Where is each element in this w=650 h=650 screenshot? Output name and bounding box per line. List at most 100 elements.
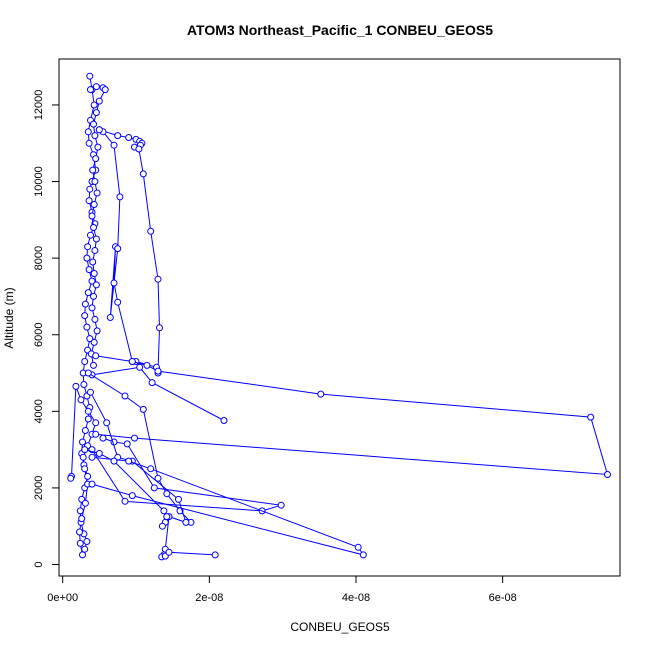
data-point xyxy=(81,300,89,308)
data-point xyxy=(85,197,93,205)
data-point xyxy=(88,212,96,220)
data-point xyxy=(95,97,103,105)
data-point xyxy=(78,515,86,523)
data-point xyxy=(79,453,87,461)
y-tick-label: 2000 xyxy=(33,476,45,500)
data-point xyxy=(79,438,86,446)
data-point xyxy=(81,446,89,454)
data-point xyxy=(67,474,75,482)
data-point xyxy=(85,139,93,147)
data-point xyxy=(90,361,97,369)
data-point xyxy=(90,101,98,109)
data-point xyxy=(84,289,92,297)
data-point xyxy=(114,132,122,140)
data-point xyxy=(136,363,144,371)
data-point xyxy=(91,178,99,185)
data-point xyxy=(81,545,89,553)
x-tick-label: 6e-08 xyxy=(489,592,517,604)
data-point xyxy=(92,352,100,360)
data-point xyxy=(76,528,83,536)
data-point xyxy=(84,369,92,377)
y-tick-label: 0 xyxy=(33,561,45,567)
data-point xyxy=(88,480,96,488)
data-point xyxy=(163,513,171,521)
data-point xyxy=(86,185,94,193)
data-point xyxy=(211,551,219,559)
data-point xyxy=(604,471,611,478)
data-point xyxy=(76,507,84,515)
data-point xyxy=(354,543,362,551)
data-point xyxy=(72,382,80,390)
series-line xyxy=(91,437,282,512)
data-point xyxy=(86,72,94,80)
data-point xyxy=(81,312,89,320)
data-point xyxy=(83,323,91,331)
data-point xyxy=(92,235,100,243)
data-point xyxy=(83,254,91,262)
data-point xyxy=(125,134,133,141)
data-point xyxy=(165,548,173,556)
data-point xyxy=(92,419,100,427)
data-point xyxy=(92,281,100,289)
data-point xyxy=(77,396,85,404)
data-point xyxy=(277,501,285,509)
data-point xyxy=(587,413,595,421)
data-point xyxy=(88,453,96,461)
series-line xyxy=(91,456,365,556)
series-2 xyxy=(87,83,109,369)
y-tick-label: 4000 xyxy=(33,399,45,423)
data-point xyxy=(92,83,100,91)
chart-title: ATOM3 Northeast_Pacific_1 CONBEU_GEOS5 xyxy=(187,22,493,38)
data-point xyxy=(110,279,118,287)
series-6 xyxy=(84,369,195,526)
data-point xyxy=(359,551,367,559)
data-point xyxy=(91,315,99,323)
data-point xyxy=(182,518,190,526)
data-point xyxy=(147,465,155,473)
series-5 xyxy=(88,363,228,424)
data-point xyxy=(103,419,111,427)
series-line xyxy=(95,355,609,476)
x-tick-label: 2e-08 xyxy=(195,592,223,604)
data-point xyxy=(99,434,107,442)
data-point xyxy=(90,120,97,128)
y-axis: 0 2000 4000 6000 8000 10000 12000 xyxy=(33,90,60,568)
data-point xyxy=(148,379,156,387)
series-layer xyxy=(67,72,611,561)
data-point xyxy=(87,231,94,239)
data-point xyxy=(139,170,147,178)
data-point xyxy=(123,440,131,448)
data-point xyxy=(80,381,88,388)
data-point xyxy=(150,484,158,492)
data-point xyxy=(87,86,94,94)
data-point xyxy=(90,270,98,277)
data-point xyxy=(86,335,94,343)
data-point xyxy=(106,314,114,321)
data-point xyxy=(84,128,92,136)
data-point xyxy=(76,539,84,547)
data-point xyxy=(101,86,109,94)
data-point xyxy=(154,474,162,482)
data-point xyxy=(81,427,89,434)
series-10 xyxy=(81,446,171,530)
data-point xyxy=(84,407,92,415)
data-point xyxy=(220,417,228,424)
y-axis-label: Altitude (m) xyxy=(2,287,16,348)
y-tick-label: 10000 xyxy=(33,166,45,197)
data-point xyxy=(84,243,92,251)
series-1 xyxy=(67,72,100,559)
series-line xyxy=(99,129,161,374)
y-tick-label: 12000 xyxy=(33,90,45,121)
series-3 xyxy=(95,126,163,377)
data-point xyxy=(90,338,98,346)
data-point xyxy=(175,495,182,503)
data-point xyxy=(154,367,162,375)
data-point xyxy=(91,132,99,140)
x-axis-label: CONBEU_GEOS5 xyxy=(290,620,390,634)
data-point xyxy=(93,189,101,197)
data-point xyxy=(81,465,89,473)
x-tick-label: 4e-08 xyxy=(342,592,370,604)
data-point xyxy=(131,434,138,442)
data-point xyxy=(158,522,166,530)
